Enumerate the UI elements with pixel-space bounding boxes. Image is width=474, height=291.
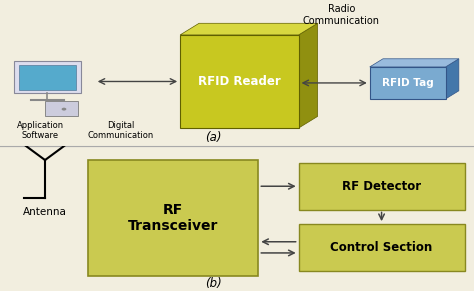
Bar [19,65,76,90]
Polygon shape [446,59,459,99]
Text: Radio
Communication: Radio Communication [303,4,380,26]
Bar [14,61,81,93]
Text: Control Section: Control Section [330,241,433,254]
Bar [88,160,258,276]
Polygon shape [370,59,459,67]
Text: (a): (a) [205,131,221,144]
Text: RFID Reader: RFID Reader [198,75,281,88]
Text: (b): (b) [205,276,222,290]
Polygon shape [299,23,318,128]
Circle shape [62,108,66,111]
Text: Digital
Communication: Digital Communication [88,121,154,140]
Text: Antenna: Antenna [23,207,67,217]
Text: RF Detector: RF Detector [342,180,421,193]
Bar [299,224,465,271]
Text: RF
Transceiver: RF Transceiver [128,203,218,233]
Text: Application
Software: Application Software [17,121,64,140]
Bar [370,67,446,99]
Text: RFID Tag: RFID Tag [382,78,434,88]
Polygon shape [180,23,318,35]
Bar [45,101,78,116]
Bar [299,163,465,210]
Bar [180,35,299,128]
